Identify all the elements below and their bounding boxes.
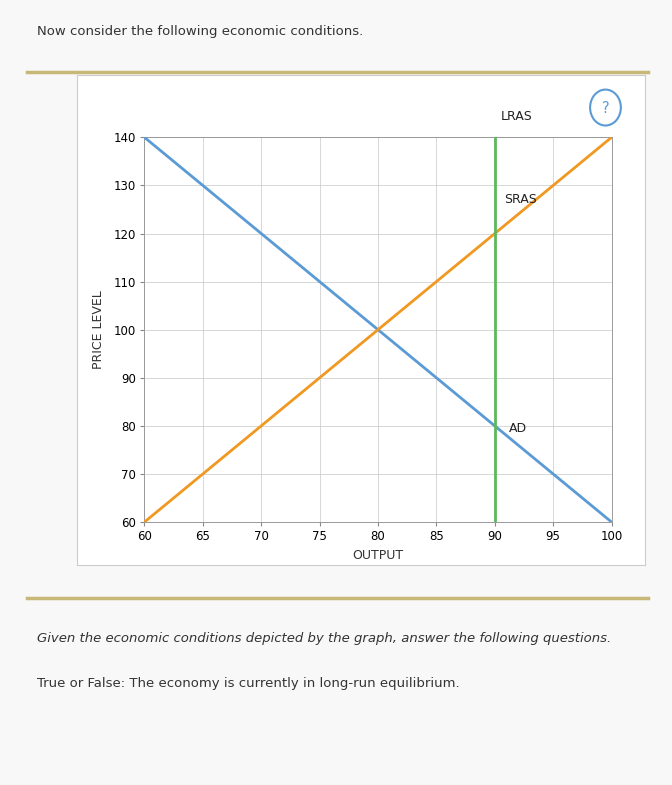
Text: AD: AD [509,422,527,435]
Text: ?: ? [601,101,610,116]
Text: True or False: The economy is currently in long-run equilibrium.: True or False: The economy is currently … [37,677,460,690]
Text: Now consider the following economic conditions.: Now consider the following economic cond… [37,25,363,38]
X-axis label: OUTPUT: OUTPUT [352,549,404,562]
Text: Given the economic conditions depicted by the graph, answer the following questi: Given the economic conditions depicted b… [37,632,612,645]
Y-axis label: PRICE LEVEL: PRICE LEVEL [93,290,106,369]
Text: LRAS: LRAS [501,110,532,123]
Text: SRAS: SRAS [504,193,537,206]
